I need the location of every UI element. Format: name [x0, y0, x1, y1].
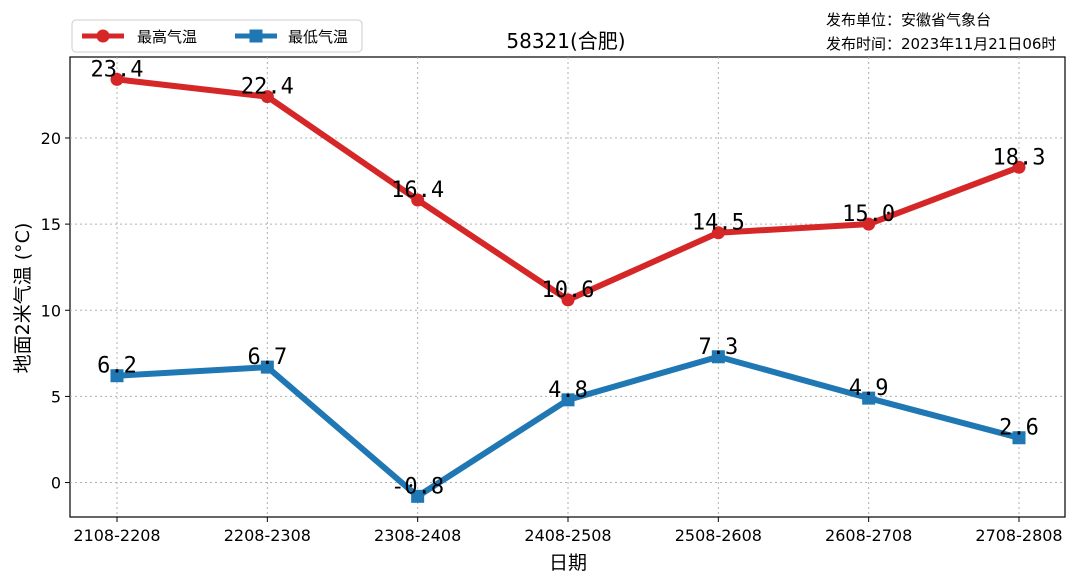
data-point	[1012, 431, 1026, 445]
x-tick-label: 2108-2208	[73, 526, 160, 545]
legend-label-min: 最低气温	[288, 28, 348, 46]
x-axis-ticks: 2108-2208 2208-2308 2308-2408 2408-2508 2508…	[73, 517, 1063, 545]
x-tick-label: 2608-2708	[825, 526, 912, 545]
data-label: 16.4	[391, 178, 444, 203]
x-tick-label: 2408-2508	[524, 526, 611, 545]
legend-marker-max	[96, 29, 110, 43]
data-label: 23.4	[91, 57, 144, 82]
publish-time-text: 发布时间：2023年11月21日06时	[826, 35, 1056, 53]
data-point	[862, 217, 876, 231]
data-point	[110, 72, 124, 86]
y-tick-label: 10	[41, 301, 61, 320]
data-point	[110, 369, 124, 383]
data-label: 4.8	[548, 378, 588, 403]
data-label: 18.3	[993, 145, 1046, 170]
data-label: 15.0	[842, 202, 895, 227]
x-axis-label: 日期	[549, 552, 587, 574]
data-label: 2.6	[999, 416, 1039, 441]
legend-box	[71, 19, 363, 53]
data-label: 6.2	[97, 354, 137, 379]
data-point	[260, 90, 274, 104]
data-label: 10.6	[542, 278, 595, 303]
y-axis-ticks: 0 5 10 15 20	[41, 129, 70, 493]
y-axis-label: 地面2米气温 (°C)	[12, 223, 34, 374]
data-label: 6.7	[247, 345, 287, 370]
y-tick-label: 5	[51, 387, 61, 406]
data-point	[711, 226, 725, 240]
x-tick-label: 2208-2308	[224, 526, 311, 545]
grid-lines	[70, 57, 1065, 517]
x-tick-label: 2308-2408	[374, 526, 461, 545]
data-point	[411, 193, 425, 207]
y-tick-label: 20	[41, 129, 61, 148]
data-point	[561, 393, 575, 407]
data-point	[862, 391, 876, 405]
data-point	[411, 489, 425, 503]
legend: 最高气温 最低气温	[71, 19, 363, 53]
x-tick-label: 2508-2608	[675, 526, 762, 545]
data-label: -0.8	[391, 474, 444, 499]
y-tick-label: 0	[51, 474, 61, 493]
data-labels: 23.4 22.4 16.4 10.6 14.5 15.0 18.3 6.2 6.7 -0.8 4.…	[91, 57, 1046, 499]
y-tick-label: 15	[41, 215, 61, 234]
series-lines	[110, 72, 1026, 503]
data-point	[561, 293, 575, 307]
data-label: 7.3	[698, 335, 738, 360]
data-point	[260, 360, 274, 374]
publisher-text: 发布单位：安徽省气象台	[826, 11, 991, 29]
data-point	[1012, 160, 1026, 174]
data-label: 14.5	[692, 211, 745, 236]
legend-label-max: 最高气温	[137, 28, 197, 46]
data-label: 22.4	[241, 75, 294, 100]
data-label: 4.9	[849, 376, 889, 401]
chart-title: 58321(合肥)	[506, 29, 625, 53]
legend-marker-min	[249, 29, 263, 43]
x-tick-label: 2708-2808	[975, 526, 1062, 545]
data-point	[711, 350, 725, 364]
